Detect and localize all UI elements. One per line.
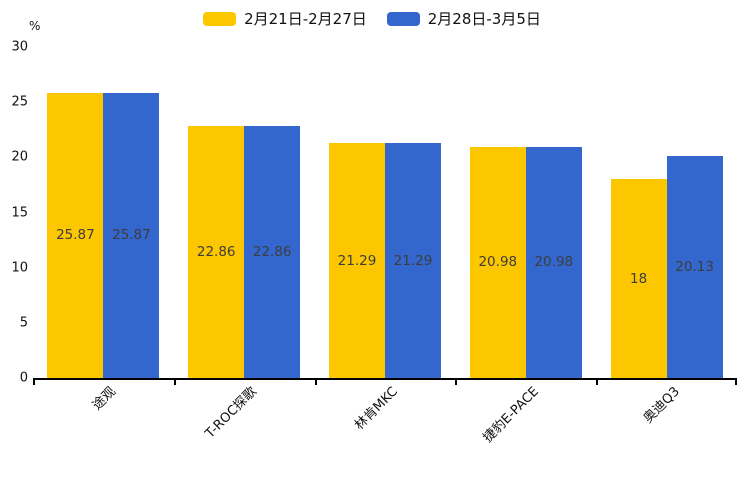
bar: 20.98	[525, 146, 582, 378]
y-tick-label: 5	[19, 315, 28, 331]
x-category-label: T-ROC探歌	[202, 384, 261, 442]
bar-value-label: 22.86	[252, 243, 292, 260]
y-tick-label: 15	[11, 205, 28, 220]
x-category-label: 途观	[90, 384, 120, 414]
bar-value-label: 25.87	[56, 227, 95, 244]
bar-value-label: 20.98	[478, 254, 518, 271]
legend-swatch-week1	[203, 11, 237, 26]
y-tick-label: 0	[19, 370, 28, 386]
plot-area: 25.87 25.87 22.86 22.86 21.29 21.29 20.98 20.98…	[33, 47, 737, 385]
x-category-label: 奥迪Q3	[640, 384, 683, 427]
bar-value-label: 21.29	[393, 252, 433, 269]
legend-label-week2: 2月28日-3月5日	[427, 10, 541, 28]
legend: 2月21日-2月27日 2月28日-3月5日	[0, 8, 744, 29]
bar-value-label: 25.87	[112, 227, 151, 244]
legend-swatch-week2	[386, 11, 420, 26]
bar: 20.13	[666, 155, 723, 378]
legend-item-week2: 2月28日-3月5日	[386, 8, 541, 29]
x-tick	[596, 378, 599, 385]
bar: 22.86	[244, 125, 301, 378]
x-tick	[735, 378, 737, 385]
legend-item-week1: 2月21日-2月27日	[203, 8, 367, 29]
x-tick	[173, 378, 176, 385]
x-tick	[33, 378, 35, 385]
y-tick-label: 10	[11, 260, 28, 276]
bar: 25.87	[47, 92, 104, 378]
x-category-label: 捷豹E-PACE	[480, 384, 542, 446]
x-tick	[455, 378, 458, 385]
y-tick-label: 25	[11, 94, 28, 110]
y-tick-label: 30	[11, 39, 28, 55]
x-tick	[314, 378, 317, 385]
bar-value-label: 18	[630, 270, 648, 287]
bar-value-label: 21.29	[337, 252, 377, 269]
bar: 21.29	[385, 143, 441, 378]
y-axis-unit-label: %	[29, 19, 41, 33]
bar: 18	[610, 179, 667, 378]
legend-label-week1: 2月21日-2月27日	[244, 10, 367, 28]
bar: 20.98	[469, 146, 526, 378]
bar-value-label: 20.98	[534, 254, 574, 271]
y-tick-label: 20	[11, 149, 28, 165]
bar-value-label: 22.86	[196, 243, 236, 260]
bar: 21.29	[329, 143, 385, 378]
bar: 25.87	[103, 92, 160, 378]
bar: 22.86	[188, 125, 245, 378]
bar-value-label: 20.13	[675, 258, 714, 275]
x-category-label: 林肯MKC	[352, 384, 401, 434]
